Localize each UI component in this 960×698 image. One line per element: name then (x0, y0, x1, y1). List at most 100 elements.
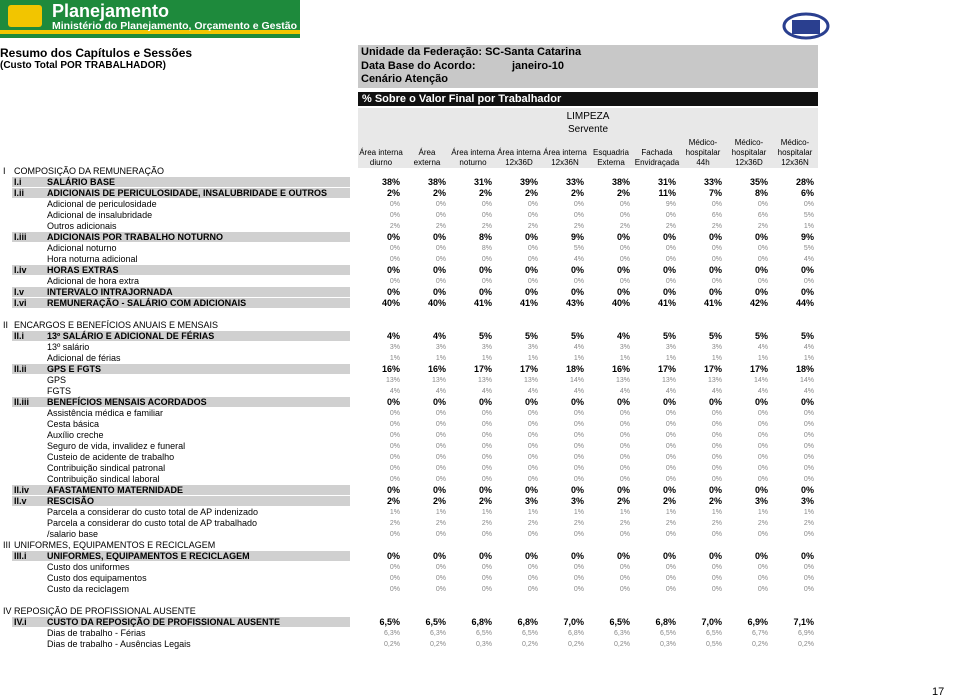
cell-value: 0% (527, 256, 538, 263)
cell-value: 1% (527, 509, 538, 516)
row-bg (12, 496, 350, 506)
cell-value: 13% (477, 377, 492, 384)
cell-value: 0% (619, 454, 630, 461)
info-box (358, 45, 818, 88)
cell-value: 0% (803, 476, 814, 483)
cell-value: 0% (389, 586, 400, 593)
cell-value: 2% (527, 223, 538, 230)
cell-value: 2% (619, 520, 630, 527)
cell-value: 0% (711, 421, 722, 428)
cell-value: 2% (478, 188, 492, 198)
cell-value: 0% (803, 586, 814, 593)
cell-value: 0% (386, 397, 400, 407)
cell-value: 0% (570, 397, 584, 407)
cell-value: 0% (662, 287, 676, 297)
cell-value: 31% (473, 177, 492, 187)
cell-value: 0% (527, 564, 538, 571)
cell-value: 6% (800, 188, 814, 198)
row-label: ADICIONAIS POR TRABALHO NOTURNO (47, 232, 223, 242)
subrow-label: 13º salário (47, 342, 90, 352)
cell-value: 2% (432, 188, 446, 198)
cell-value: 0% (665, 465, 676, 472)
cell-value: 0% (708, 397, 722, 407)
cell-value: 0% (573, 564, 584, 571)
cell-value: 0% (800, 287, 814, 297)
cell-value: 6,9% (747, 617, 768, 627)
subrow-label: /salario base (47, 529, 99, 539)
cell-value: 0% (481, 278, 492, 285)
cell-value: 0% (527, 454, 538, 461)
cell-value: 1% (573, 509, 584, 516)
cell-value: 0,5% (706, 641, 722, 648)
cell-value: 1% (803, 509, 814, 516)
cell-value: 0% (481, 432, 492, 439)
cell-value: 0,2% (798, 641, 814, 648)
cell-value: 0% (386, 232, 400, 242)
cell-value: 41% (473, 298, 492, 308)
cell-value: 9% (665, 201, 676, 208)
cell-value: 0% (711, 454, 722, 461)
cell-value: 0% (800, 265, 814, 275)
cell-value: 0% (754, 551, 768, 561)
row-label: ADICIONAIS DE PERICULOSIDADE, INSALUBRID… (47, 188, 328, 198)
cell-value: 0% (711, 278, 722, 285)
cell-value: 40% (427, 298, 446, 308)
cell-value: 0% (616, 232, 630, 242)
page-number: 17 (932, 686, 945, 698)
cell-value: 2% (573, 520, 584, 527)
row-code: I.vi (14, 298, 27, 308)
cell-value: 41% (703, 298, 722, 308)
column-header-bg (358, 108, 818, 168)
cell-value: 0% (619, 212, 630, 219)
cell-value: 0% (757, 586, 768, 593)
cell-value: 11% (658, 188, 676, 198)
cell-value: 18% (565, 364, 584, 374)
cell-value: 0% (524, 265, 538, 275)
cell-value: 28% (795, 177, 814, 187)
subrow-label: Custo da reciclagem (47, 584, 130, 594)
cell-value: 6,8% (568, 630, 584, 637)
cell-value: 2% (527, 520, 538, 527)
cell-value: 2% (386, 496, 400, 506)
subrow-label: Assistência médica e familiar (47, 408, 164, 418)
cell-value: 0% (478, 397, 492, 407)
cell-value: 0% (481, 256, 492, 263)
cell-value: 3% (435, 344, 446, 351)
row-label: CUSTO DA REPOSIÇÃO DE PROFISSIONAL AUSEN… (47, 617, 281, 627)
row-code: IV.i (14, 617, 27, 627)
cell-value: 0,2% (522, 641, 538, 648)
cell-value: 2% (757, 520, 768, 527)
cell-value: 2% (573, 223, 584, 230)
cell-value: 39% (519, 177, 538, 187)
cell-value: 4% (435, 388, 446, 395)
row-code: II.i (14, 331, 25, 341)
cell-value: 0% (803, 564, 814, 571)
cell-value: 0% (619, 278, 630, 285)
row-bg (12, 397, 350, 407)
cell-value: 0% (432, 265, 446, 275)
cell-value: 2% (481, 223, 492, 230)
cell-value: 0% (389, 212, 400, 219)
cell-value: 0% (803, 454, 814, 461)
cell-value: 2% (803, 520, 814, 527)
cell-value: 0% (432, 232, 446, 242)
column-header: Envidraçada (634, 158, 680, 167)
section-code: I (3, 166, 6, 176)
row-bg (12, 287, 350, 297)
cell-value: 9% (800, 232, 814, 242)
cell-value: 0% (757, 245, 768, 252)
cell-value: 0% (435, 575, 446, 582)
row-bg (12, 188, 350, 198)
cell-value: 1% (481, 355, 492, 362)
cell-value: 0% (435, 465, 446, 472)
cell-value: 0% (527, 443, 538, 450)
cell-value: 0% (665, 245, 676, 252)
cell-value: 0% (800, 551, 814, 561)
row-bg (12, 177, 350, 187)
cell-value: 2% (570, 188, 584, 198)
cell-value: 0% (524, 551, 538, 561)
cell-value: 13% (707, 377, 722, 384)
cell-value: 0% (619, 410, 630, 417)
cell-value: 5% (662, 331, 676, 341)
column-header: Área interna (497, 148, 541, 157)
